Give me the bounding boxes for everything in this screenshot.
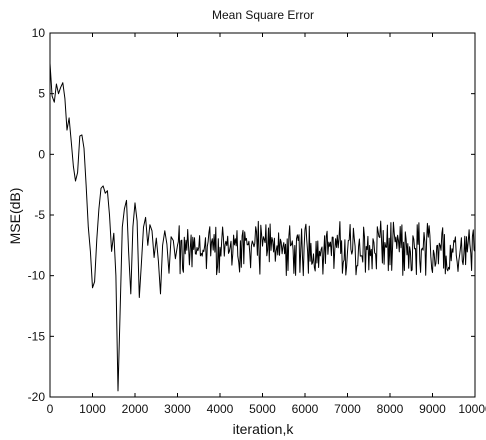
x-tick-label: 1000	[79, 402, 106, 416]
x-tick-label: 8000	[377, 402, 404, 416]
x-tick-label: 4000	[207, 402, 234, 416]
x-tick-label: 0	[47, 402, 54, 416]
x-tick-label: 2000	[122, 402, 149, 416]
x-tick-label: 9000	[419, 402, 446, 416]
x-tick-label: 10000	[458, 402, 486, 416]
y-axis-label: MSE(dB)	[7, 188, 23, 245]
y-tick-label: 0	[38, 147, 45, 161]
x-tick-label: 7000	[334, 402, 361, 416]
axis-ticks	[49, 32, 476, 398]
x-tick-label: 6000	[292, 402, 319, 416]
y-tick-label: -10	[28, 269, 46, 283]
plot-area	[49, 32, 476, 398]
y-tick-label: 5	[38, 87, 45, 101]
x-tick-label: 3000	[164, 402, 191, 416]
x-axis-label: iteration,k	[233, 421, 295, 437]
tick-labels: 0 1000 2000 3000 4000 5000 6000 7000 8000 9000 100…	[28, 26, 486, 416]
mse-series-line	[49, 63, 476, 392]
x-tick-label: 5000	[249, 402, 276, 416]
y-tick-label: 10	[32, 26, 46, 40]
chart-title: Mean Square Error	[212, 8, 314, 22]
y-tick-label: -15	[28, 329, 46, 343]
y-tick-label: -5	[34, 208, 45, 222]
y-tick-label: -20	[28, 390, 46, 404]
